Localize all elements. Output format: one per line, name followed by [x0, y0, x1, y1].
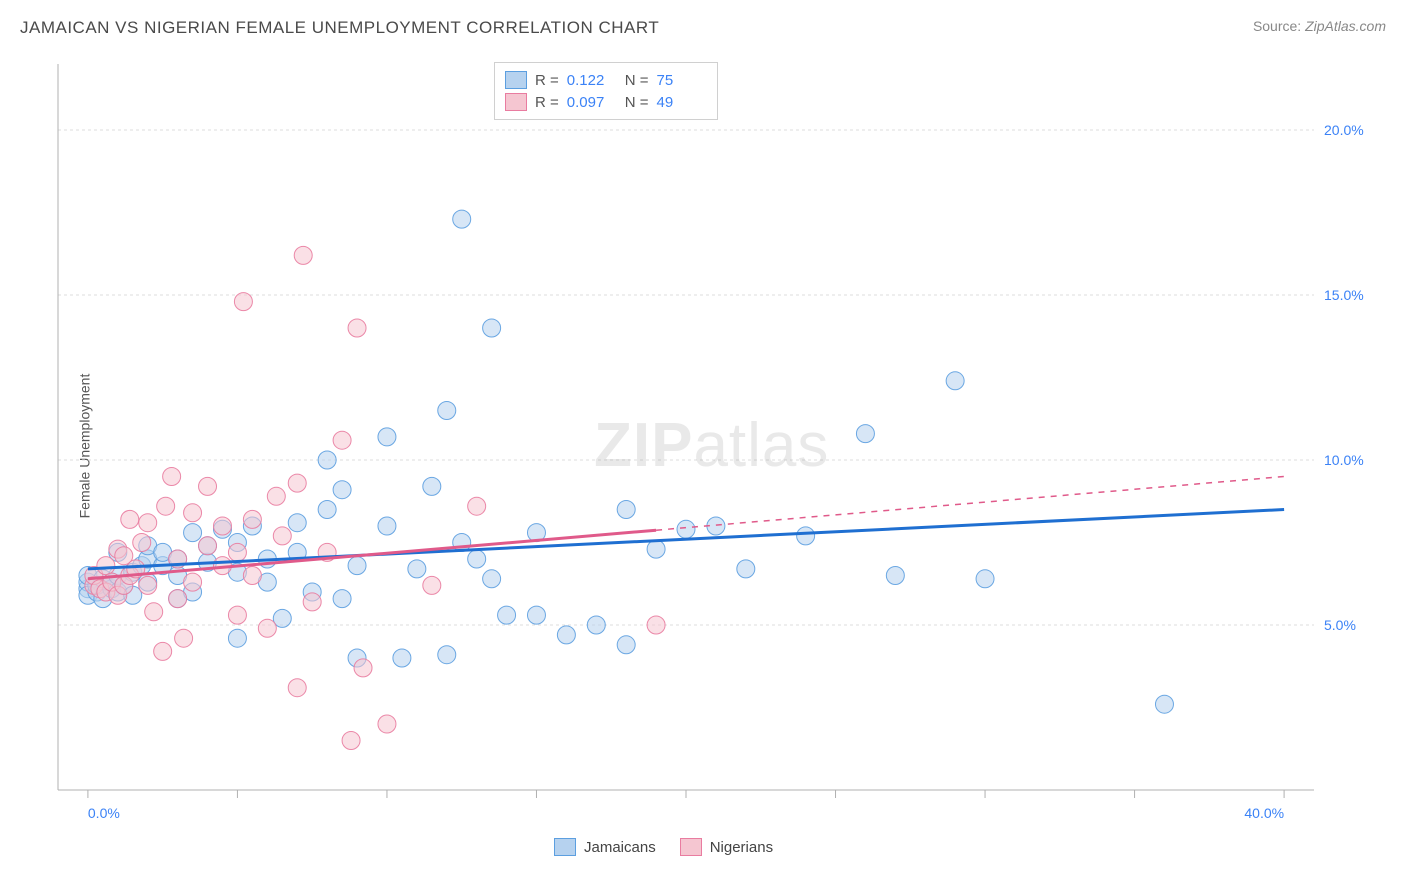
y-tick-label: 20.0%: [1324, 122, 1364, 138]
correlation-legend: R = 0.122 N = 75 R = 0.097 N = 49: [494, 62, 718, 120]
series-legend: Jamaicans Nigerians: [554, 838, 773, 856]
swatch-nigerians: [505, 93, 527, 111]
y-tick-label: 5.0%: [1324, 617, 1356, 633]
n-label: N =: [625, 72, 649, 89]
x-tick-label: 40.0%: [1244, 805, 1284, 821]
legend-label: Nigerians: [710, 839, 773, 856]
y-tick-label: 15.0%: [1324, 287, 1364, 303]
n-value-nigerians: 49: [657, 94, 707, 111]
chart-title: JAMAICAN VS NIGERIAN FEMALE UNEMPLOYMENT…: [20, 18, 659, 37]
y-tick-label: 10.0%: [1324, 452, 1364, 468]
swatch-icon: [680, 838, 702, 856]
n-label: N =: [625, 94, 649, 111]
source-attribution: Source: ZipAtlas.com: [1253, 18, 1386, 34]
chart-header: JAMAICAN VS NIGERIAN FEMALE UNEMPLOYMENT…: [20, 18, 1386, 48]
scatter-plot: 5.0% 10.0% 15.0% 20.0% 0.0% 40.0%: [54, 60, 1374, 830]
x-tick-label: 0.0%: [88, 805, 120, 821]
legend-item: Nigerians: [680, 838, 773, 856]
r-label: R =: [535, 72, 559, 89]
source-value: ZipAtlas.com: [1305, 18, 1386, 34]
legend-item: Jamaicans: [554, 838, 656, 856]
swatch-icon: [554, 838, 576, 856]
swatch-jamaicans: [505, 71, 527, 89]
legend-row-jamaicans: R = 0.122 N = 75: [505, 69, 707, 91]
source-label: Source:: [1253, 18, 1301, 34]
legend-label: Jamaicans: [584, 839, 656, 856]
legend-row-nigerians: R = 0.097 N = 49: [505, 91, 707, 113]
n-value-jamaicans: 75: [657, 72, 707, 89]
r-value-nigerians: 0.097: [567, 94, 617, 111]
r-label: R =: [535, 94, 559, 111]
r-value-jamaicans: 0.122: [567, 72, 617, 89]
chart-area: 5.0%10.0%15.0%20.0%0.0%40.0% ZIPatlas R …: [54, 60, 1374, 830]
